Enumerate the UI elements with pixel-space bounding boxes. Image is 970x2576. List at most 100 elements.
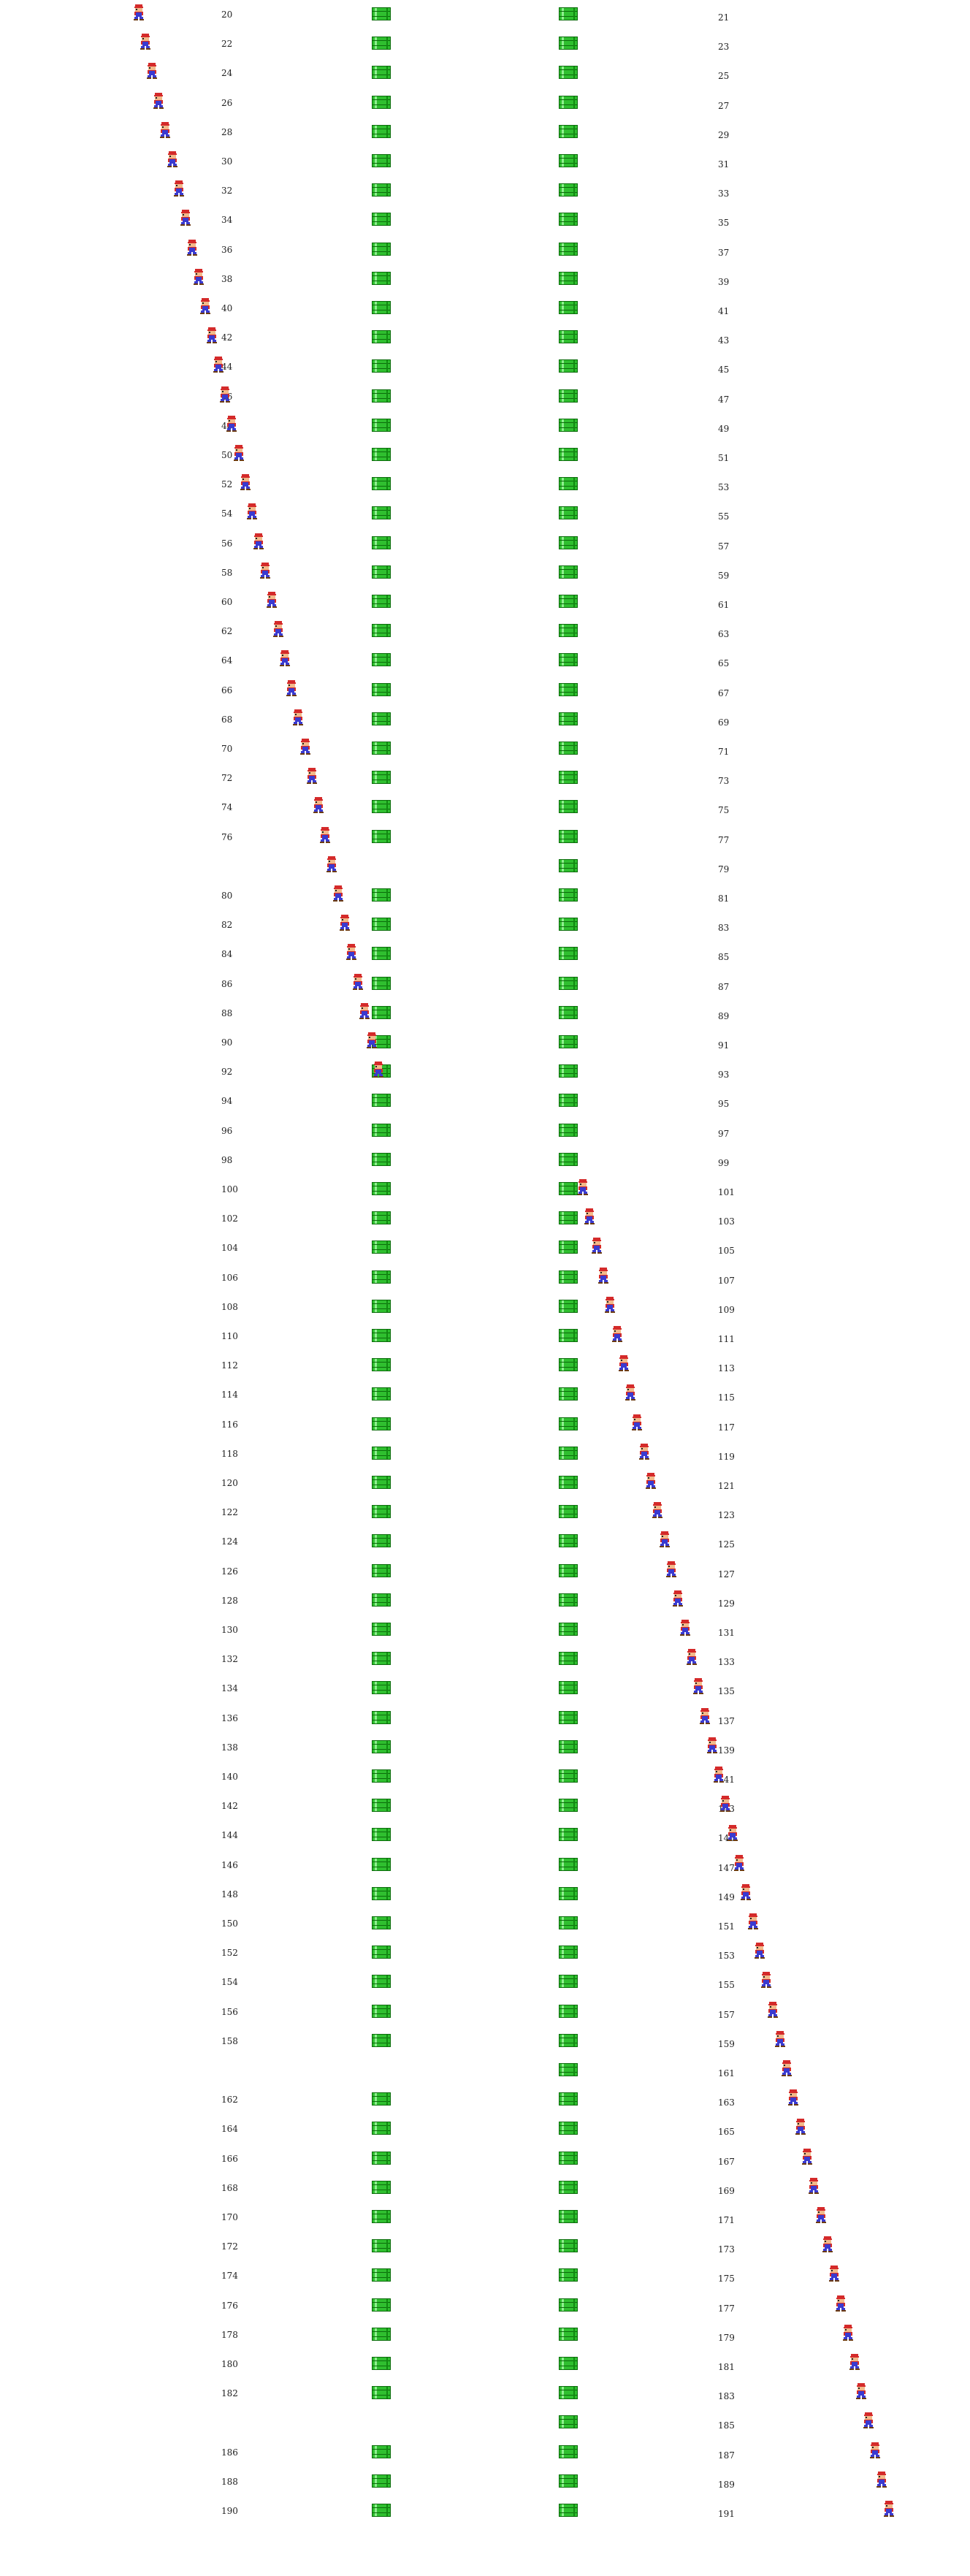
green-pipe-icon	[372, 7, 391, 20]
right-frame-number: 153	[718, 1951, 735, 1962]
left-frame-number: 50	[221, 450, 233, 460]
mario-sprite-icon	[259, 562, 272, 579]
left-frame-number: 82	[221, 920, 233, 931]
right-frame-number: 111	[718, 1334, 735, 1344]
green-pipe-icon	[372, 888, 391, 902]
left-frame-number: 108	[221, 1301, 238, 1312]
right-frame-number: 63	[718, 629, 730, 640]
left-frame-number: 40	[221, 303, 233, 313]
left-frame-number: 158	[221, 2035, 238, 2046]
left-frame-number: 118	[221, 1448, 238, 1459]
mario-sprite-icon	[726, 1825, 739, 1842]
green-pipe-icon	[559, 1652, 578, 1666]
green-pipe-icon	[559, 1211, 578, 1225]
right-frame-number: 75	[718, 805, 730, 816]
mario-sprite-icon	[365, 1032, 378, 1048]
green-pipe-icon	[372, 2327, 391, 2341]
left-frame-number: 88	[221, 1007, 233, 1018]
left-frame-number: 96	[221, 1125, 233, 1136]
green-pipe-icon	[559, 1975, 578, 1989]
green-pipe-icon	[559, 1799, 578, 1813]
green-pipe-icon	[559, 1152, 578, 1166]
left-frame-number: 140	[221, 1772, 238, 1782]
mario-sprite-icon	[658, 1531, 671, 1548]
green-pipe-icon	[559, 1946, 578, 1959]
green-pipe-icon	[372, 976, 391, 990]
mario-sprite-icon	[624, 1384, 637, 1401]
left-frame-number: 136	[221, 1712, 238, 1723]
right-frame-number: 183	[718, 2391, 735, 2402]
green-pipe-icon	[372, 271, 391, 285]
right-frame-number: 185	[718, 2420, 735, 2431]
green-pipe-icon	[372, 1799, 391, 1813]
mario-sprite-icon	[630, 1414, 644, 1430]
left-frame-number: 28	[221, 126, 233, 137]
right-frame-number: 93	[718, 1070, 730, 1081]
green-pipe-icon	[372, 2122, 391, 2135]
green-pipe-icon	[372, 1387, 391, 1401]
green-pipe-icon	[559, 2151, 578, 2165]
left-frame-number: 24	[221, 68, 233, 79]
green-pipe-icon	[372, 1534, 391, 1548]
mario-sprite-icon	[671, 1590, 684, 1607]
mario-sprite-icon	[611, 1326, 624, 1342]
right-frame-number: 27	[718, 100, 730, 111]
right-frame-number: 173	[718, 2244, 735, 2255]
green-pipe-icon	[559, 536, 578, 549]
green-pipe-icon	[559, 2298, 578, 2312]
left-frame-number: 164	[221, 2124, 238, 2135]
left-frame-number: 112	[221, 1360, 238, 1371]
mario-sprite-icon	[679, 1620, 692, 1636]
mario-sprite-icon	[152, 92, 165, 109]
mario-sprite-icon	[746, 1913, 760, 1929]
right-frame-number: 67	[718, 687, 730, 698]
green-pipe-icon	[559, 1417, 578, 1430]
right-frame-number: 59	[718, 570, 730, 581]
mario-sprite-icon	[139, 34, 152, 50]
green-pipe-icon	[372, 1211, 391, 1225]
mario-sprite-icon	[132, 4, 145, 20]
green-pipe-icon	[559, 2386, 578, 2400]
right-frame-number: 83	[718, 923, 730, 934]
green-pipe-icon	[559, 1329, 578, 1342]
left-frame-number: 122	[221, 1507, 238, 1518]
right-frame-number: 139	[718, 1745, 735, 1756]
right-frame-number: 121	[718, 1481, 735, 1491]
left-frame-number: 132	[221, 1654, 238, 1665]
green-pipe-icon	[559, 154, 578, 167]
right-frame-number: 23	[718, 42, 730, 53]
right-frame-number: 97	[718, 1128, 730, 1139]
green-pipe-icon	[372, 301, 391, 314]
left-frame-number: 174	[221, 2271, 238, 2282]
green-pipe-icon	[559, 1064, 578, 1078]
green-pipe-icon	[559, 2092, 578, 2106]
green-pipe-icon	[372, 183, 391, 197]
green-pipe-icon	[559, 213, 578, 226]
green-pipe-icon	[372, 359, 391, 373]
mario-sprite-icon	[875, 2471, 888, 2488]
mario-sprite-icon	[882, 2501, 895, 2517]
left-frame-number: 162	[221, 2095, 238, 2106]
mario-sprite-icon	[372, 1062, 385, 1078]
mario-sprite-icon	[814, 2207, 828, 2223]
green-pipe-icon	[559, 1769, 578, 1783]
green-pipe-icon	[559, 418, 578, 432]
left-frame-number: 100	[221, 1184, 238, 1194]
right-frame-number: 99	[718, 1157, 730, 1168]
right-frame-number: 179	[718, 2332, 735, 2343]
green-pipe-icon	[559, 506, 578, 520]
green-pipe-icon	[559, 1857, 578, 1871]
green-pipe-icon	[559, 1358, 578, 1372]
green-pipe-icon	[372, 242, 391, 256]
mario-sprite-icon	[644, 1473, 657, 1489]
green-pipe-icon	[559, 2504, 578, 2517]
mario-sprite-icon	[239, 474, 252, 491]
left-frame-number: 138	[221, 1742, 238, 1753]
right-frame-number: 189	[718, 2479, 735, 2490]
green-pipe-icon	[372, 2210, 391, 2223]
left-frame-number: 86	[221, 978, 233, 989]
right-frame-number: 85	[718, 952, 730, 963]
mario-sprite-icon	[753, 1943, 766, 1959]
mario-sprite-icon	[351, 973, 364, 990]
green-pipe-icon	[559, 1505, 578, 1519]
